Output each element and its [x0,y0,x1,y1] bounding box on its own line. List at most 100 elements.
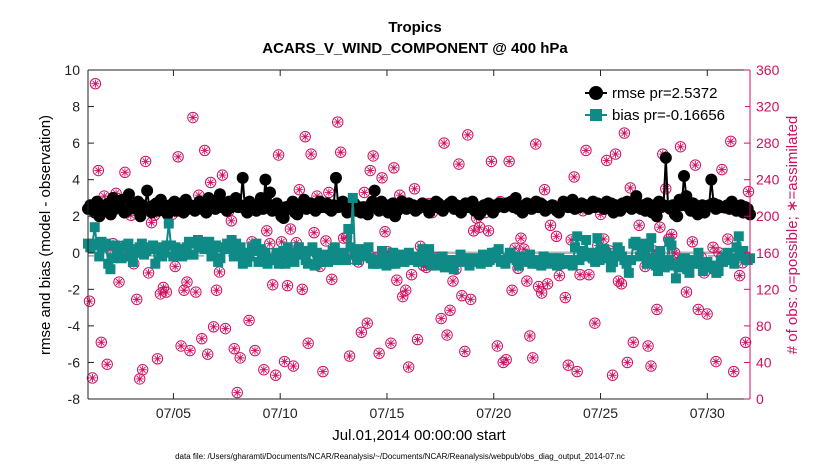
obs-assimilated-asterisk [268,280,277,289]
obs-possible-circle [444,304,456,317]
obs-possible-circle [716,163,728,176]
obs-possible-circle [181,276,193,288]
y2-tick-label: 200 [756,208,780,224]
bias-point [675,262,686,273]
obs-possible-circle [618,127,631,139]
obs-count-marker [83,295,96,307]
obs-possible-circle [113,276,125,288]
obs-assimilated-asterisk [741,338,750,347]
obs-count-marker [568,171,580,183]
obs-count-marker [733,269,746,282]
obs-count-marker [571,365,583,378]
bias-point [284,247,295,258]
obs-assimilated-asterisk [94,166,103,175]
obs-assimilated-asterisk [360,188,369,197]
obs-possible-circle [680,286,693,298]
obs-count-marker [609,148,622,160]
legend-rmse-marker [589,86,603,100]
bias-point [614,245,625,256]
obs-assimilated-asterisk [729,367,738,376]
obs-assimilated-asterisk [508,286,517,295]
obs-possible-circle [142,267,155,279]
obs-assimilated-asterisk [581,146,590,155]
obs-assimilated-asterisk [537,288,546,297]
obs-possible-circle [503,155,515,168]
obs-assimilated-asterisk [717,165,726,174]
bias-point [693,247,704,258]
obs-count-marker [482,225,495,237]
bias-point [302,258,313,269]
obs-possible-circle [527,352,539,364]
bias-point [363,242,374,253]
obs-possible-circle [506,284,518,296]
obs-count-marker [142,267,155,279]
obs-count-marker [278,355,291,368]
obs-assimilated-asterisk [460,347,469,356]
bias-point [159,247,170,258]
obs-possible-circle [219,322,232,335]
chart-subtitle: ACARS_V_WIND_COMPONENT @ 400 hPa [262,40,568,57]
bias-point [652,266,663,277]
obs-count-marker [249,344,261,357]
obs-assimilated-asterisk [744,187,753,196]
obs-count-marker [500,354,512,366]
bias-point [641,258,652,269]
y-tick-label: -6 [68,354,81,370]
bias-point [260,247,271,258]
obs-assimilated-asterisk [682,288,691,297]
obs-assimilated-asterisk [401,286,410,295]
obs-possible-circle [568,171,580,183]
obs-assimilated-asterisk [333,118,342,127]
obs-count-marker [615,278,628,290]
obs-count-marker [228,343,240,355]
bias-point [350,249,361,260]
bias-point [271,247,282,258]
obs-count-marker [645,360,657,372]
obs-assimilated-asterisk [183,278,192,287]
y2-tick-label: 160 [756,245,780,261]
obs-count-marker [136,364,149,376]
obs-possible-circle [299,131,311,143]
bias-point [89,222,100,233]
bias-point [666,240,677,251]
obs-assimilated-asterisk [203,350,212,359]
bias-point [525,249,536,260]
obs-count-marker [674,141,687,153]
obs-assimilated-asterisk [126,211,135,220]
obs-assimilated-asterisk [381,227,390,236]
obs-count-marker [323,186,335,199]
obs-count-marker [408,183,421,195]
x-tick-label: 07/15 [369,405,404,421]
obs-count-marker [317,365,329,378]
obs-possible-circle [624,182,637,194]
bias-point [403,247,414,258]
obs-assimilated-asterisk [295,185,304,194]
obs-possible-circle [204,176,217,189]
obs-possible-circle [402,361,415,373]
obs-count-marker [190,286,202,298]
obs-count-marker [447,275,459,287]
rmse-point [659,151,672,164]
obs-possible-circle [296,283,308,296]
bias-point [659,262,670,273]
obs-possible-circle [550,230,563,243]
obs-count-marker [264,237,276,250]
obs-possible-circle [278,355,291,368]
obs-count-marker [243,314,255,327]
obs-possible-circle [467,225,480,237]
obs-count-marker [261,225,273,237]
y2-tick-label: 360 [756,62,780,78]
obs-assimilated-asterisk [304,339,313,348]
obs-assimilated-asterisk [218,171,227,180]
obs-count-marker [600,154,613,167]
obs-assimilated-asterisk [100,192,109,201]
bias-point [697,266,708,277]
obs-count-marker [210,284,223,296]
obs-possible-circle [589,317,601,329]
bias-point [103,258,114,269]
obs-assimilated-asterisk [250,346,259,355]
obs-count-marker [284,223,297,235]
obs-assimilated-asterisk [555,271,564,280]
obs-assimilated-asterisk [375,349,384,358]
obs-assimilated-asterisk [147,218,156,227]
